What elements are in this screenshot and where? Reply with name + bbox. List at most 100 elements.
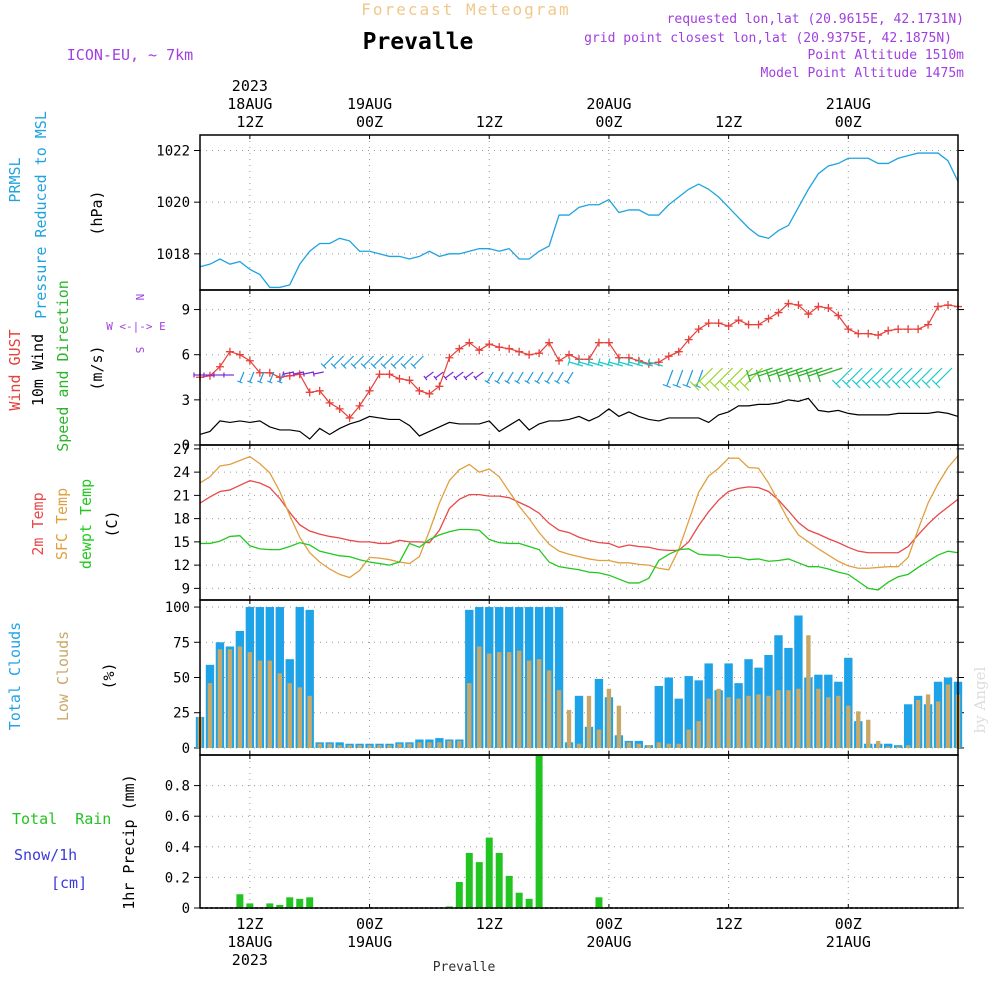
wind-legend-10m: 10m Wind <box>29 334 47 406</box>
pressure-legend-msl: Pressure Reduced to MSL <box>32 111 50 319</box>
gust-point <box>205 371 214 380</box>
low-cloud-bar <box>566 709 572 748</box>
wind-arrow <box>758 367 783 377</box>
wind-arrow-head <box>785 369 791 383</box>
total-cloud-bar <box>844 657 853 748</box>
panels: 1018102010220369912151821242702550751000… <box>156 134 964 917</box>
gust-point <box>255 368 264 377</box>
wind-arrow-head <box>689 381 700 391</box>
wind-arrow <box>486 371 494 383</box>
wind-arrow <box>454 371 464 379</box>
gust-point <box>555 356 564 365</box>
wind-arrow-head <box>861 379 871 389</box>
low-cloud-bar <box>746 695 751 748</box>
y-tick-label: 100 <box>165 600 190 616</box>
wind-arrow-head <box>901 379 911 389</box>
header-requested: requested lon,lat (20.9615E, 42.1731N) <box>667 12 964 27</box>
low-cloud-bar <box>387 745 392 748</box>
header-location: Prevalle <box>363 29 474 55</box>
wind-arrow-head <box>514 379 520 385</box>
low-cloud-bar <box>826 697 831 748</box>
wind-arrow-head <box>881 379 891 389</box>
low-cloud-bar <box>536 659 542 748</box>
panel-frame <box>199 754 959 909</box>
rain-bar <box>236 894 244 908</box>
rain-bar <box>296 898 304 908</box>
wind-legend-speed: Speed and Direction <box>54 280 72 452</box>
wind-arrow-head <box>400 363 407 369</box>
low-cloud-bar <box>816 688 821 748</box>
y-tick-label: 18 <box>173 512 190 528</box>
wind-arrow-head <box>534 379 540 385</box>
wind-arrow <box>865 367 883 385</box>
wind-arrow-head <box>841 379 851 389</box>
low-cloud-bar <box>856 711 861 748</box>
temp-sfc-line <box>199 455 959 579</box>
wind-arrow-head <box>433 375 438 381</box>
wind-arrow-head <box>257 380 263 384</box>
wind-arrow-head <box>350 363 357 369</box>
wind-arrow <box>353 355 365 367</box>
time-label-top: 19AUG <box>347 95 392 113</box>
gust-point <box>345 413 354 422</box>
wind-arrow-head <box>699 381 710 391</box>
panel-1: 0 3 6 9 <box>182 290 964 454</box>
time-label-top: 20AUG <box>586 95 631 113</box>
wind-arrow-head <box>911 379 921 389</box>
wind-arrow <box>373 355 384 367</box>
wind-arrow-head <box>921 379 931 389</box>
low-cloud-bar <box>596 729 602 748</box>
low-cloud-bar <box>706 698 711 748</box>
rain-bar <box>246 903 254 908</box>
wind-arrow-head <box>831 379 841 389</box>
gust-point <box>315 386 324 395</box>
low-cloud-bar <box>726 697 731 748</box>
total-cloud-bar <box>594 678 604 748</box>
low-cloud-bar <box>935 701 941 748</box>
low-cloud-bar <box>367 745 372 748</box>
wind-arrow <box>875 367 893 385</box>
total-cloud-bar <box>694 680 703 748</box>
wind-line <box>199 397 959 440</box>
wind-arrow-head <box>739 381 750 391</box>
low-cloud-bar <box>836 695 841 748</box>
low-cloud-bar <box>626 742 632 748</box>
y-tick-label: 0.4 <box>165 840 190 856</box>
low-cloud-bar <box>636 743 642 748</box>
gust-point <box>904 325 913 334</box>
wind-arrow <box>885 367 903 385</box>
gust-point <box>485 340 494 349</box>
wind-arrow <box>303 371 314 375</box>
gust-point <box>674 347 683 356</box>
y-tick-label: 27 <box>173 442 190 458</box>
gust-point <box>844 325 853 334</box>
low-cloud-bar <box>686 729 691 748</box>
rain-bar <box>475 862 483 908</box>
low-cloud-bar <box>876 740 881 748</box>
y-tick-label: 50 <box>173 671 190 687</box>
low-cloud-bar <box>506 652 512 748</box>
wind-arrow-head <box>672 383 681 389</box>
gust-point <box>934 302 943 311</box>
wind-arrow-head <box>302 371 305 377</box>
panel-frame <box>199 134 959 291</box>
temp-ylabel: (C) <box>103 510 121 537</box>
gust-point <box>834 311 843 320</box>
time-label-top: 12Z <box>476 113 503 131</box>
wind-arrow-head <box>453 375 458 381</box>
total-cloud-bar <box>664 677 673 748</box>
y-tick-label: 75 <box>173 635 190 651</box>
rain-bar <box>525 898 533 908</box>
gust-point <box>684 335 693 344</box>
total-cloud-bar <box>883 743 893 748</box>
wind-arrow-head <box>564 379 570 385</box>
gust-point <box>864 329 873 338</box>
wind-arrow-head <box>247 380 253 384</box>
low-cloud-bar <box>287 683 292 748</box>
y-tick-label: 6 <box>182 348 190 364</box>
low-cloud-bar <box>516 650 522 748</box>
wind-arrow-head <box>577 358 581 366</box>
low-cloud-bar <box>806 635 811 748</box>
